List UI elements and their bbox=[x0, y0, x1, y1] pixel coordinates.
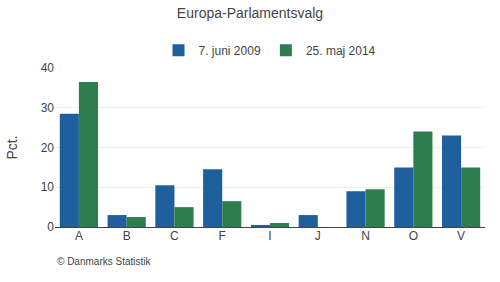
svg-text:© Danmarks Statistik: © Danmarks Statistik bbox=[57, 256, 152, 267]
svg-text:Pct.: Pct. bbox=[4, 135, 20, 159]
svg-text:J: J bbox=[315, 229, 321, 243]
svg-text:7. juni 2009: 7. juni 2009 bbox=[199, 44, 261, 58]
svg-text:F: F bbox=[219, 229, 226, 243]
svg-text:30: 30 bbox=[41, 101, 55, 115]
svg-text:25. maj 2014: 25. maj 2014 bbox=[306, 44, 376, 58]
svg-text:10: 10 bbox=[41, 180, 55, 194]
svg-text:Europa-Parlamentsvalg: Europa-Parlamentsvalg bbox=[177, 5, 323, 21]
svg-text:40: 40 bbox=[41, 61, 55, 75]
svg-text:O: O bbox=[409, 229, 418, 243]
svg-text:N: N bbox=[361, 229, 370, 243]
svg-text:20: 20 bbox=[41, 141, 55, 155]
svg-text:0: 0 bbox=[47, 220, 54, 234]
svg-text:B: B bbox=[123, 229, 131, 243]
svg-text:V: V bbox=[457, 229, 465, 243]
svg-text:I: I bbox=[268, 229, 271, 243]
svg-text:C: C bbox=[170, 229, 179, 243]
svg-text:A: A bbox=[75, 229, 83, 243]
